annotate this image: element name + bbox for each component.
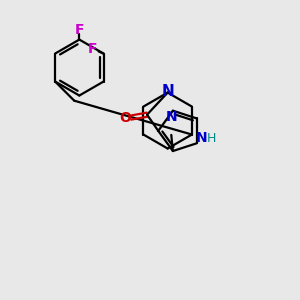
Text: F: F xyxy=(75,22,84,37)
Text: F: F xyxy=(87,42,97,56)
Text: O: O xyxy=(119,111,131,124)
Text: N: N xyxy=(196,131,208,145)
Text: N: N xyxy=(161,84,174,99)
Text: N: N xyxy=(166,110,177,124)
Text: H: H xyxy=(207,131,216,145)
